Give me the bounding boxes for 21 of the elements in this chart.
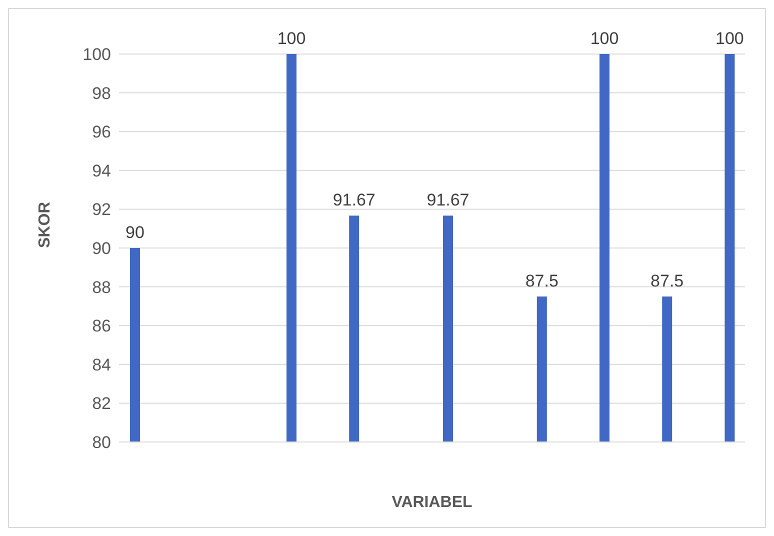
data-label: 87.5: [525, 272, 558, 290]
data-label: 91.67: [332, 190, 376, 210]
y-tick-label: 94: [92, 161, 111, 180]
y-tick-label: 96: [92, 122, 111, 142]
data-label: 90: [126, 223, 144, 242]
data-label: 100: [716, 29, 744, 48]
y-tick-label: 84: [92, 355, 111, 374]
y-axis-title: SKOR: [36, 201, 54, 248]
data-label: 100: [590, 29, 619, 48]
data-label: 87.5: [650, 272, 684, 290]
y-tick-label: 82: [92, 394, 111, 414]
x-axis-title: VARIABEL: [392, 494, 473, 511]
y-tick-label: 90: [92, 239, 111, 258]
y-tick-label: 98: [92, 84, 111, 103]
data-label: 91.67: [426, 190, 470, 210]
y-tick-label: 92: [92, 200, 111, 220]
y-tick-label: 88: [92, 278, 111, 297]
data-label: 100: [277, 29, 306, 48]
y-tick-label: 100: [82, 45, 111, 64]
y-tick-label: 86: [92, 316, 111, 336]
y-tick-label: 80: [92, 433, 111, 452]
